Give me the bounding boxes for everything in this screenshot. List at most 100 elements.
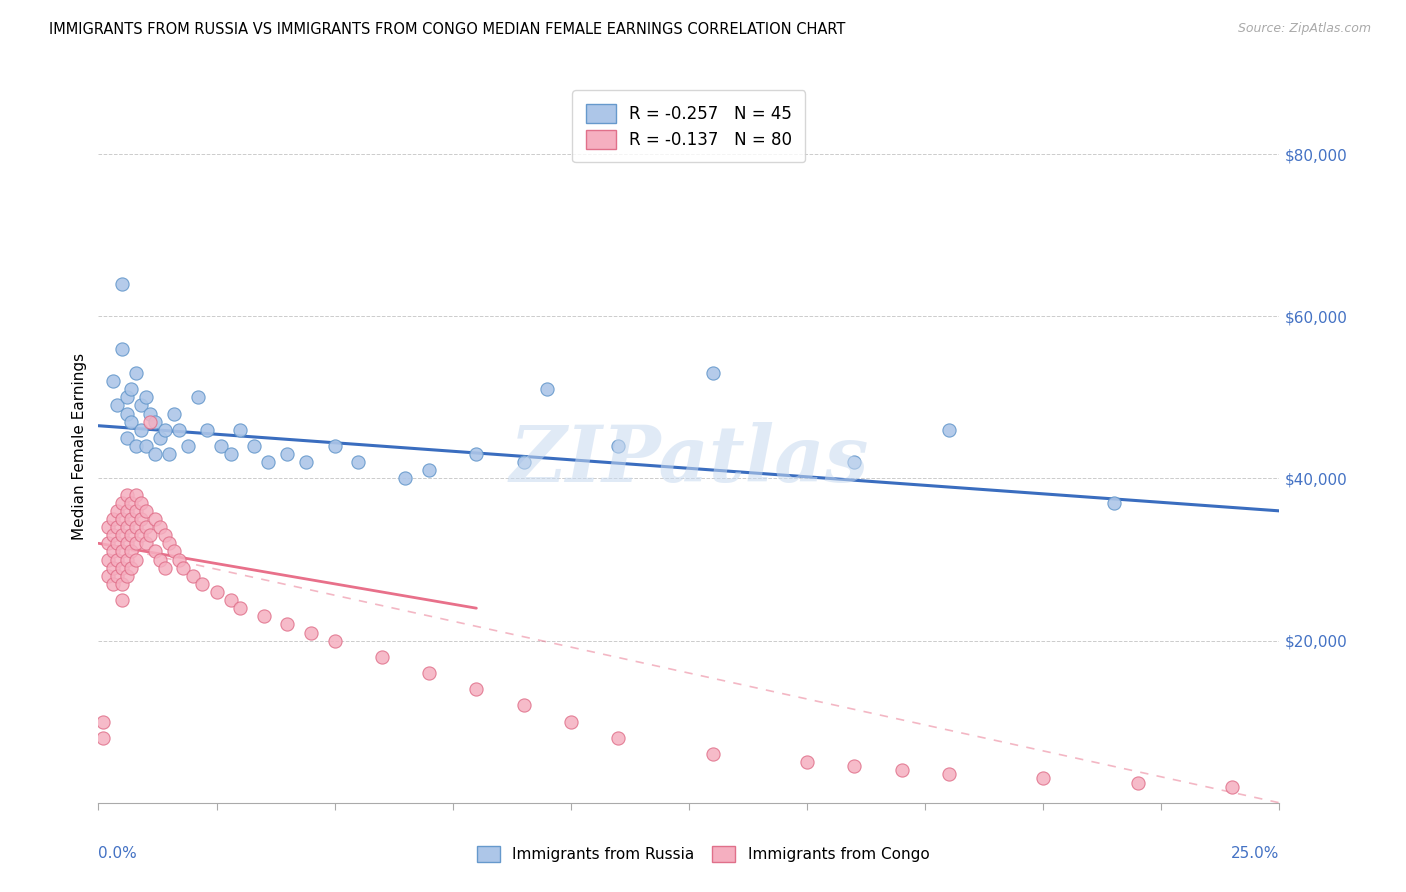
Point xyxy=(163,407,186,421)
Point xyxy=(135,504,157,518)
Point xyxy=(172,560,194,574)
Point xyxy=(157,447,180,461)
Point xyxy=(299,625,322,640)
Point xyxy=(157,536,180,550)
Point xyxy=(105,520,128,534)
Text: ZIPatlas: ZIPatlas xyxy=(509,422,869,499)
Point xyxy=(1032,772,1054,786)
Point xyxy=(97,552,120,566)
Point xyxy=(938,423,960,437)
Point xyxy=(418,666,440,681)
Point xyxy=(139,528,162,542)
Point xyxy=(111,528,134,542)
Point xyxy=(465,447,488,461)
Text: 25.0%: 25.0% xyxy=(1232,846,1279,861)
Point xyxy=(121,496,143,510)
Point xyxy=(1126,775,1149,789)
Point xyxy=(105,552,128,566)
Point xyxy=(890,764,912,778)
Point xyxy=(115,431,138,445)
Point xyxy=(512,698,534,713)
Point xyxy=(143,512,166,526)
Point xyxy=(121,415,143,429)
Point xyxy=(323,439,346,453)
Point xyxy=(243,439,266,453)
Point xyxy=(105,504,128,518)
Point xyxy=(560,714,582,729)
Point xyxy=(153,423,176,437)
Point xyxy=(105,568,128,582)
Point xyxy=(167,423,190,437)
Point xyxy=(139,407,162,421)
Point xyxy=(153,528,176,542)
Point xyxy=(607,731,630,745)
Point xyxy=(167,552,190,566)
Point xyxy=(796,756,818,770)
Point xyxy=(111,512,134,526)
Point xyxy=(91,731,114,745)
Point xyxy=(143,544,166,558)
Point xyxy=(115,520,138,534)
Text: IMMIGRANTS FROM RUSSIA VS IMMIGRANTS FROM CONGO MEDIAN FEMALE EARNINGS CORRELATI: IMMIGRANTS FROM RUSSIA VS IMMIGRANTS FRO… xyxy=(49,22,845,37)
Point xyxy=(125,536,148,550)
Point xyxy=(135,390,157,404)
Point xyxy=(163,544,186,558)
Point xyxy=(111,593,134,607)
Point xyxy=(129,496,152,510)
Point xyxy=(371,649,394,664)
Point xyxy=(97,568,120,582)
Point xyxy=(125,520,148,534)
Point xyxy=(229,601,252,615)
Point xyxy=(347,455,370,469)
Point xyxy=(115,488,138,502)
Point xyxy=(149,431,172,445)
Point xyxy=(101,512,124,526)
Point xyxy=(229,423,252,437)
Point xyxy=(129,399,152,413)
Point xyxy=(219,447,242,461)
Point xyxy=(702,366,724,380)
Point xyxy=(257,455,280,469)
Point xyxy=(276,617,298,632)
Point xyxy=(205,585,228,599)
Point xyxy=(101,374,124,388)
Point xyxy=(111,560,134,574)
Point xyxy=(195,423,218,437)
Point xyxy=(191,577,214,591)
Point xyxy=(115,407,138,421)
Point xyxy=(295,455,318,469)
Point xyxy=(209,439,232,453)
Point xyxy=(121,528,143,542)
Legend: R = -0.257   N = 45, R = -0.137   N = 80: R = -0.257 N = 45, R = -0.137 N = 80 xyxy=(572,90,806,162)
Point xyxy=(121,512,143,526)
Point xyxy=(97,536,120,550)
Point xyxy=(149,552,172,566)
Point xyxy=(121,382,143,396)
Text: 0.0%: 0.0% xyxy=(98,846,138,861)
Point xyxy=(1220,780,1243,794)
Point xyxy=(105,399,128,413)
Point xyxy=(115,536,138,550)
Point xyxy=(465,682,488,697)
Point xyxy=(125,552,148,566)
Point xyxy=(844,759,866,773)
Y-axis label: Median Female Earnings: Median Female Earnings xyxy=(72,352,87,540)
Point xyxy=(844,455,866,469)
Point xyxy=(125,488,148,502)
Point xyxy=(121,544,143,558)
Point xyxy=(187,390,209,404)
Point xyxy=(111,577,134,591)
Point xyxy=(129,512,152,526)
Point xyxy=(139,415,162,429)
Point xyxy=(111,544,134,558)
Point xyxy=(129,423,152,437)
Point xyxy=(135,536,157,550)
Point xyxy=(121,560,143,574)
Point xyxy=(394,471,416,485)
Legend: Immigrants from Russia, Immigrants from Congo: Immigrants from Russia, Immigrants from … xyxy=(471,840,935,868)
Point xyxy=(536,382,558,396)
Point xyxy=(181,568,204,582)
Point xyxy=(125,366,148,380)
Point xyxy=(1102,496,1125,510)
Point xyxy=(115,390,138,404)
